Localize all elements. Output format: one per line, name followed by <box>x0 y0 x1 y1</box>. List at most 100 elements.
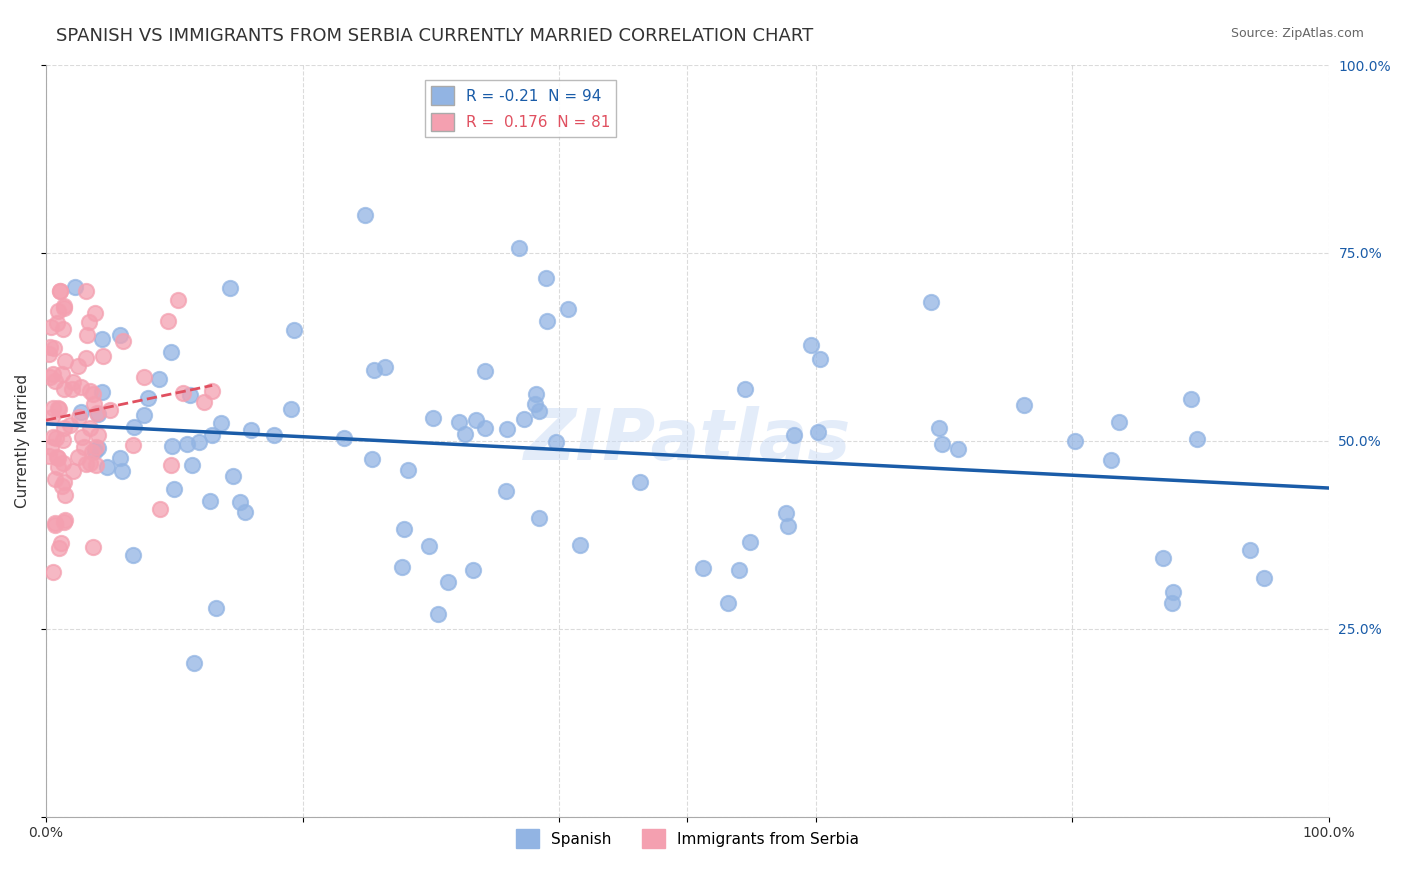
Point <box>920 294 942 309</box>
Point <box>46 401 69 415</box>
Point <box>70 380 93 394</box>
Point <box>465 413 488 427</box>
Point <box>82 387 104 401</box>
Point <box>62 375 84 389</box>
Point <box>44 472 66 486</box>
Point <box>46 303 69 318</box>
Point <box>148 501 170 516</box>
Point <box>52 475 75 489</box>
Point <box>205 600 228 615</box>
Point <box>86 406 108 420</box>
Point <box>53 515 76 529</box>
Point <box>72 430 94 444</box>
Point <box>39 340 62 354</box>
Point <box>222 469 245 483</box>
Point <box>353 208 375 222</box>
Point <box>76 327 98 342</box>
Point <box>44 374 66 388</box>
Point <box>363 363 385 377</box>
Point <box>179 387 201 401</box>
Point <box>53 421 76 435</box>
Point <box>529 404 551 418</box>
Point <box>928 421 950 435</box>
Point <box>160 344 183 359</box>
Point <box>496 422 519 436</box>
Point <box>91 332 114 346</box>
Point <box>53 513 76 527</box>
Point <box>418 539 440 553</box>
Point <box>96 460 118 475</box>
Point <box>67 359 90 373</box>
Point <box>229 495 252 509</box>
Point <box>49 536 72 550</box>
Point <box>495 483 517 498</box>
Point <box>283 323 305 337</box>
Point <box>136 391 159 405</box>
Point <box>240 423 263 437</box>
Point <box>41 440 63 454</box>
Point <box>73 440 96 454</box>
Point <box>524 397 547 411</box>
Point <box>38 449 60 463</box>
Point <box>449 415 471 429</box>
Point <box>79 315 101 329</box>
Point <box>63 279 86 293</box>
Point <box>132 370 155 384</box>
Point <box>67 409 90 424</box>
Point <box>569 538 592 552</box>
Point <box>82 541 104 555</box>
Point <box>156 314 179 328</box>
Point <box>1253 571 1275 585</box>
Point <box>181 458 204 472</box>
Point <box>1064 434 1087 449</box>
Point <box>87 427 110 442</box>
Point <box>93 349 115 363</box>
Point <box>235 505 257 519</box>
Point <box>557 302 579 317</box>
Point <box>86 440 108 454</box>
Point <box>332 431 354 445</box>
Point <box>536 314 558 328</box>
Point <box>83 397 105 411</box>
Point <box>391 559 413 574</box>
Point <box>1161 596 1184 610</box>
Point <box>86 407 108 421</box>
Point <box>1180 392 1202 406</box>
Point <box>62 464 84 478</box>
Point <box>59 417 82 432</box>
Point <box>42 341 65 355</box>
Point <box>200 494 222 508</box>
Point <box>534 270 557 285</box>
Point <box>810 352 832 367</box>
Point <box>176 437 198 451</box>
Point <box>396 463 419 477</box>
Point <box>46 450 69 465</box>
Point <box>163 482 186 496</box>
Point <box>53 301 76 315</box>
Point <box>75 351 97 365</box>
Point <box>122 419 145 434</box>
Point <box>79 384 101 398</box>
Text: SPANISH VS IMMIGRANTS FROM SERBIA CURRENTLY MARRIED CORRELATION CHART: SPANISH VS IMMIGRANTS FROM SERBIA CURREN… <box>56 27 814 45</box>
Point <box>513 412 536 426</box>
Point <box>692 561 714 575</box>
Point <box>52 433 75 447</box>
Point <box>422 410 444 425</box>
Point <box>1012 398 1035 412</box>
Point <box>201 427 224 442</box>
Point <box>111 334 134 348</box>
Point <box>132 409 155 423</box>
Point <box>1161 584 1184 599</box>
Point <box>41 401 63 415</box>
Point <box>426 607 449 622</box>
Point <box>84 458 107 473</box>
Point <box>45 431 67 445</box>
Point <box>474 364 496 378</box>
Point <box>52 456 75 470</box>
Point <box>454 426 477 441</box>
Point <box>108 328 131 343</box>
Legend: Spanish, Immigrants from Serbia: Spanish, Immigrants from Serbia <box>509 823 865 855</box>
Point <box>91 384 114 399</box>
Point <box>45 317 67 331</box>
Point <box>778 519 800 533</box>
